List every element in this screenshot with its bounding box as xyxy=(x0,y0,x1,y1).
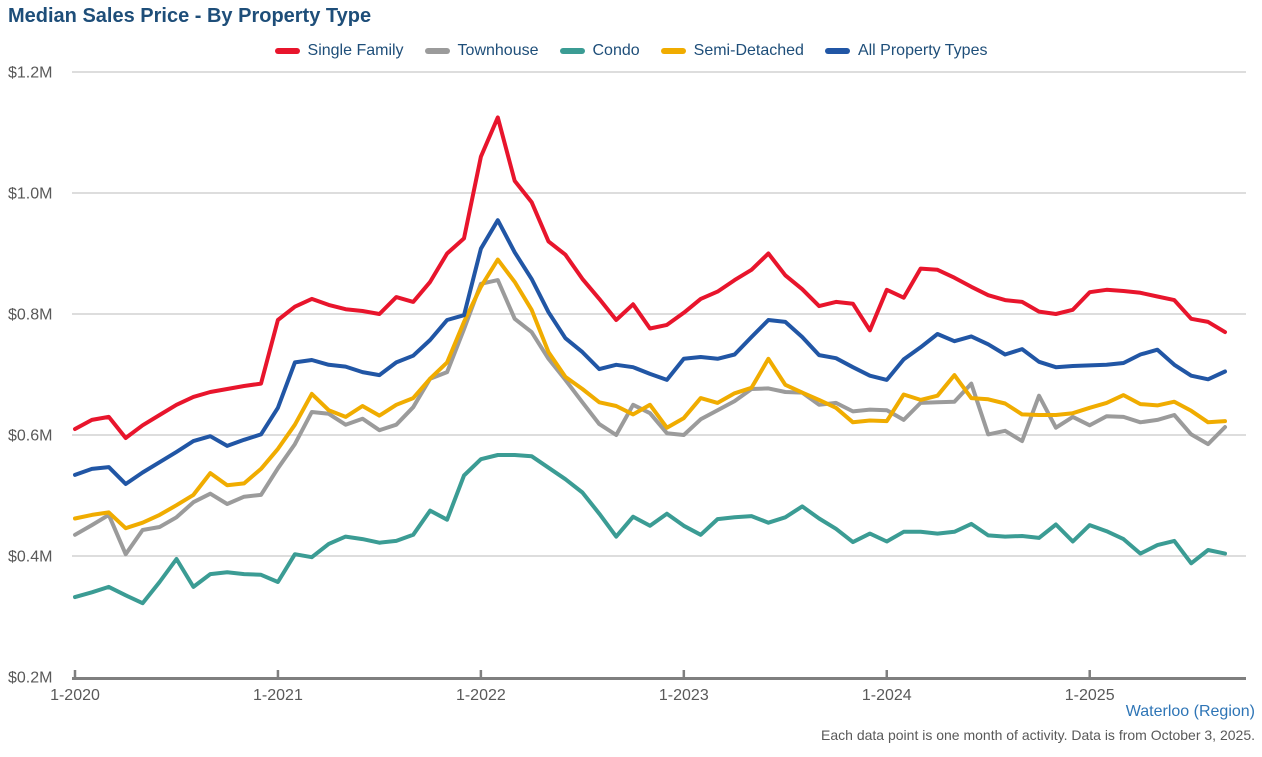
series-line-condo[interactable] xyxy=(73,453,1227,606)
legend-label: Condo xyxy=(592,42,640,59)
x-axis-label: 1-2020 xyxy=(50,687,100,704)
x-axis-label: 1-2021 xyxy=(253,687,303,704)
legend-item-semi-detached[interactable]: Semi-Detached xyxy=(660,42,804,60)
region-link[interactable]: Waterloo (Region) xyxy=(1125,703,1255,720)
legend-item-townhouse[interactable]: Townhouse xyxy=(424,42,539,60)
legend-label: Townhouse xyxy=(457,42,539,59)
legend-swatch-condo xyxy=(559,48,585,54)
chart-legend: Single Family Townhouse Condo Semi-Detached… xyxy=(0,42,1262,60)
legend-swatch-all-property-types xyxy=(824,48,850,54)
chart-title: Median Sales Price - By Property Type xyxy=(8,5,372,27)
legend-item-all-property-types[interactable]: All Property Types xyxy=(824,42,988,60)
y-axis-label: $0.2M xyxy=(8,670,52,687)
legend-label: Semi-Detached xyxy=(693,42,804,59)
footnote: Each data point is one month of activity… xyxy=(821,727,1255,743)
x-axis-label: 1-2023 xyxy=(659,687,709,704)
series-line-single-family[interactable] xyxy=(73,115,1227,440)
series-line-townhouse[interactable] xyxy=(73,278,1227,557)
legend-item-single-family[interactable]: Single Family xyxy=(274,42,404,60)
x-axis-label: 1-2025 xyxy=(1065,687,1115,704)
legend-item-condo[interactable]: Condo xyxy=(559,42,640,60)
y-axis-label: $0.4M xyxy=(8,549,52,566)
series-line-semi-detached[interactable] xyxy=(73,257,1227,531)
series-line-all-property-types[interactable] xyxy=(73,218,1227,486)
y-axis-label: $1.0M xyxy=(8,186,52,203)
x-axis-label: 1-2024 xyxy=(862,687,912,704)
x-axis-label: 1-2022 xyxy=(456,687,506,704)
legend-swatch-townhouse xyxy=(424,48,450,54)
y-axis-label: $1.2M xyxy=(8,65,52,82)
legend-swatch-semi-detached xyxy=(660,48,686,54)
y-axis-label: $0.6M xyxy=(8,428,52,445)
legend-label: All Property Types xyxy=(857,42,988,59)
legend-swatch-single-family xyxy=(274,48,300,54)
legend-label: Single Family xyxy=(307,42,404,59)
y-axis-label: $0.8M xyxy=(8,307,52,324)
